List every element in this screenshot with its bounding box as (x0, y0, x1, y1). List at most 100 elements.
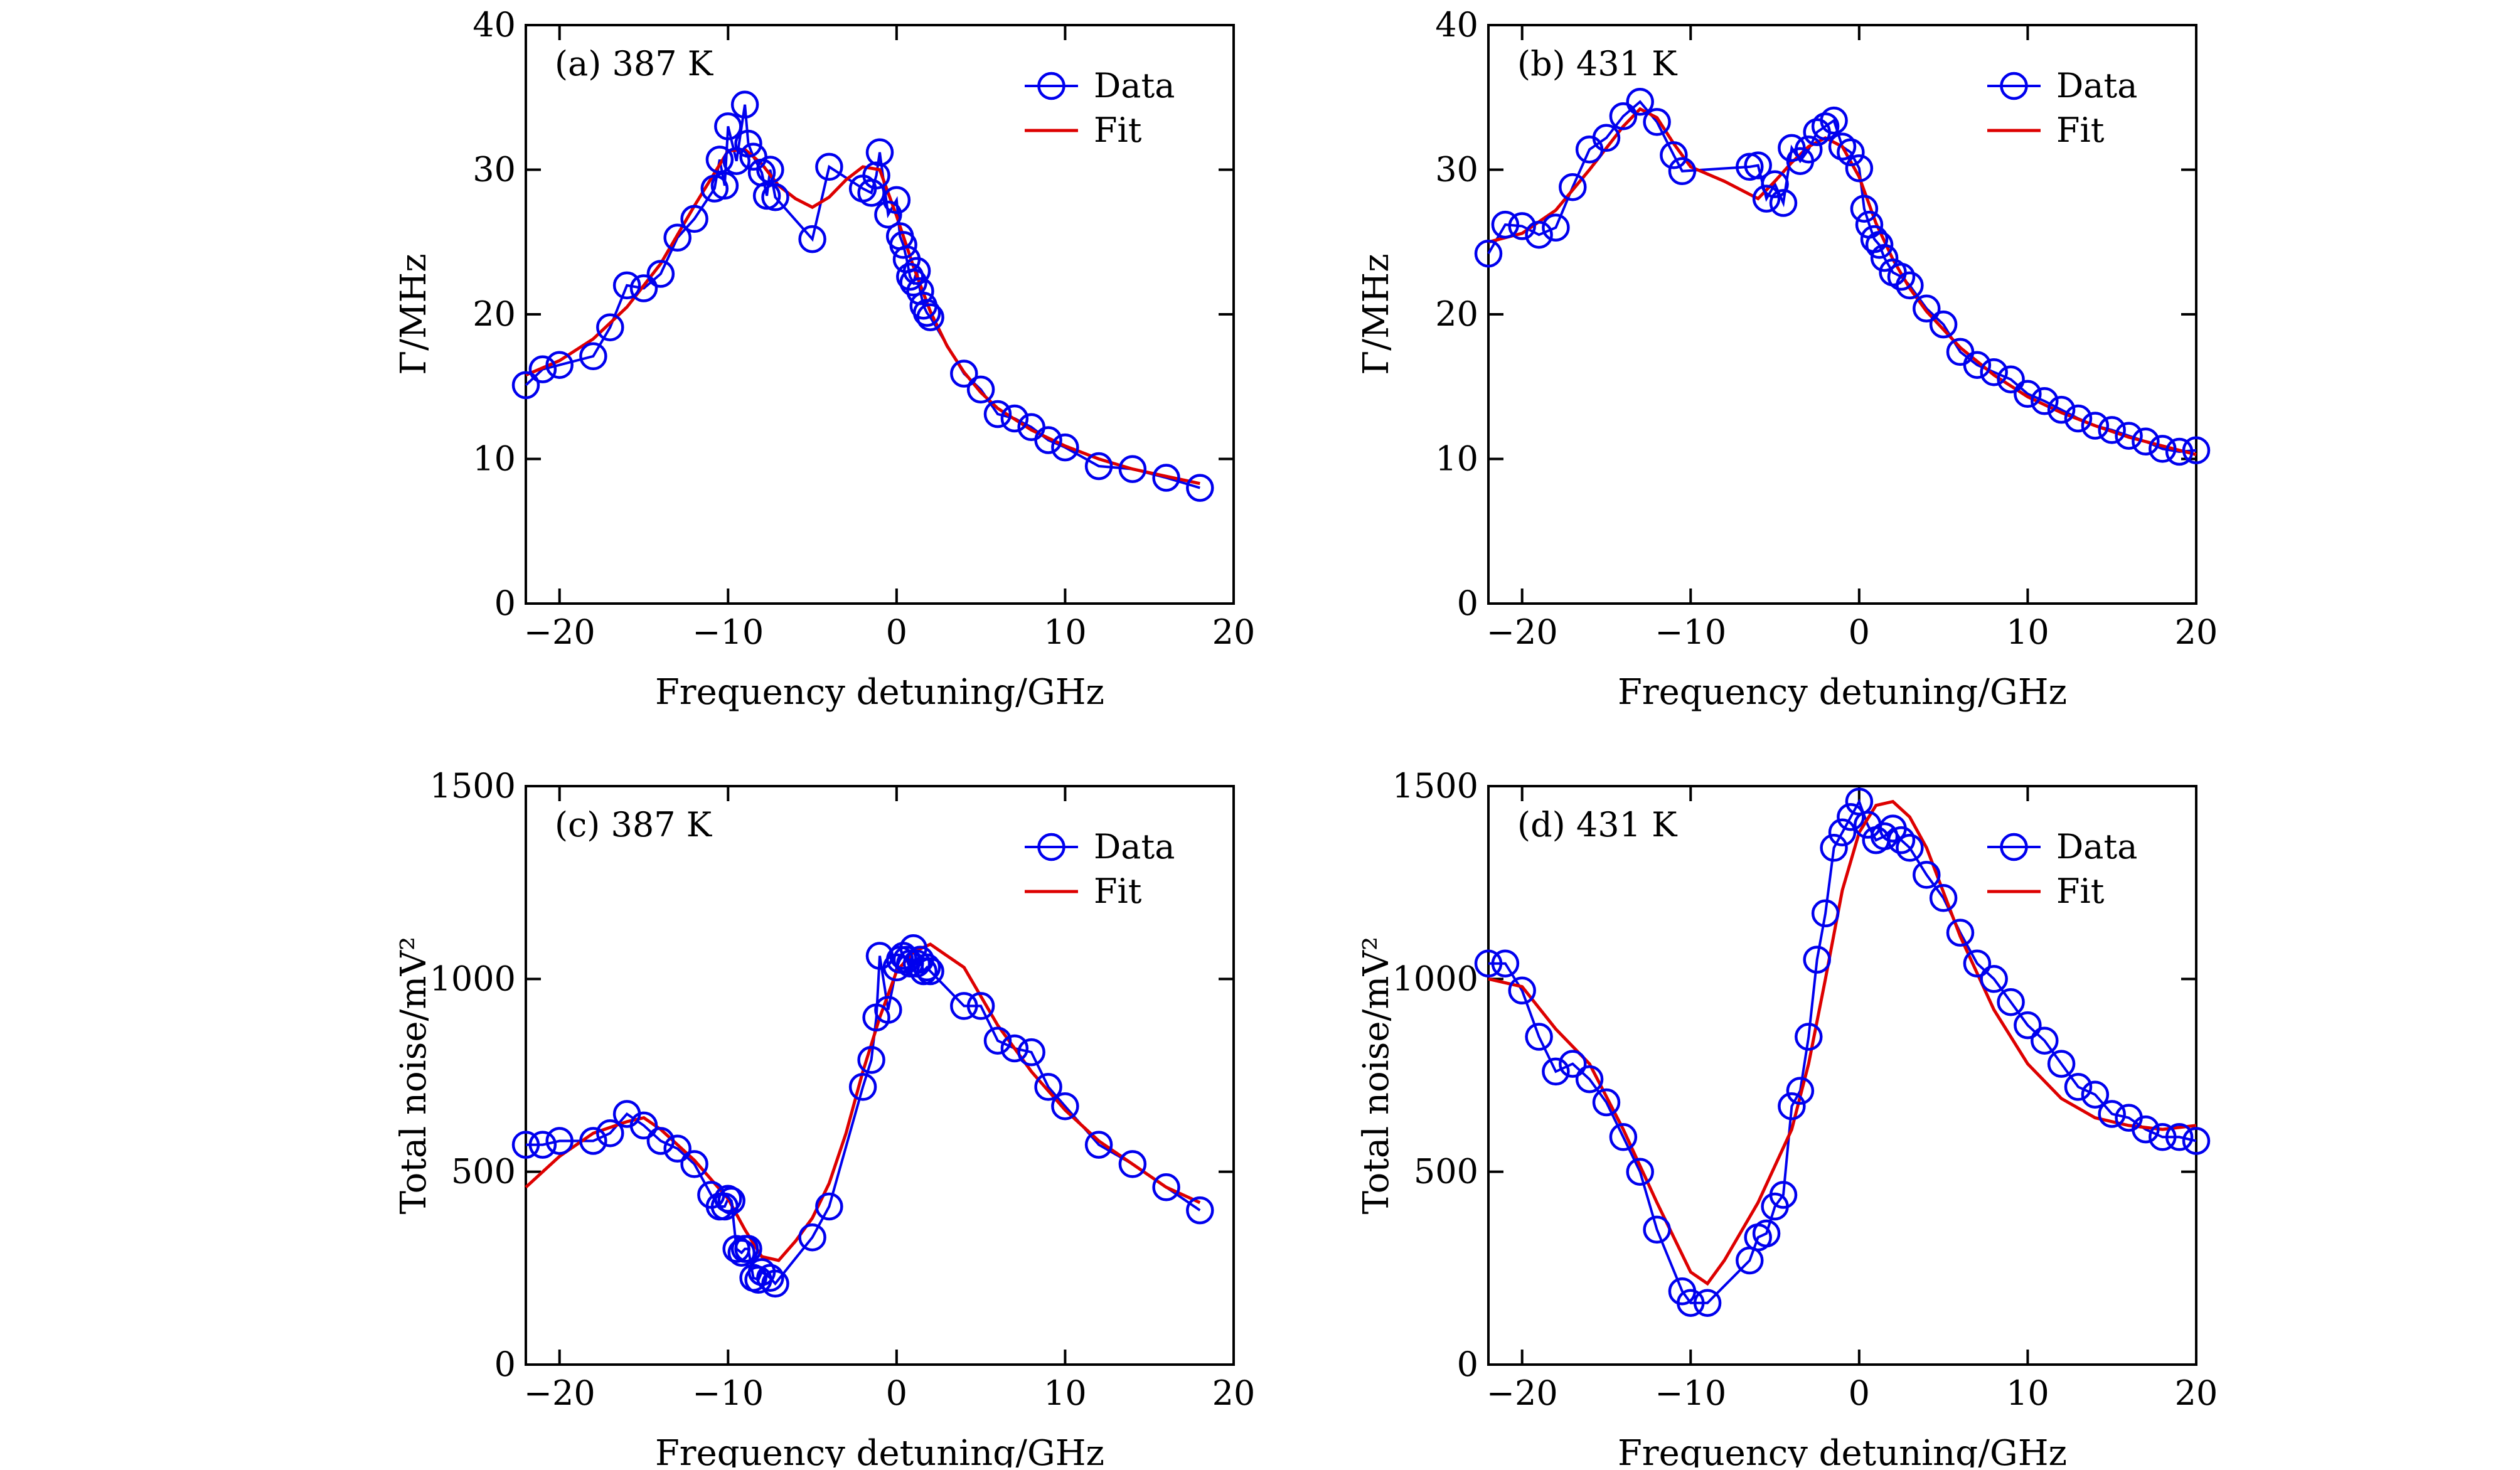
panel-d-legend-fit-label: Fit (2056, 871, 2105, 911)
panel-b-data-point (1929, 310, 1958, 339)
panel-a-data-point (966, 375, 995, 404)
panel-b-data-point (1896, 271, 1924, 300)
panel-b-data-point (1525, 220, 1553, 249)
panel-c-data-point (545, 1127, 574, 1155)
panel-d-ylabel: Total noise/mV² (1356, 937, 1397, 1215)
panel-a-data-point (1186, 474, 1214, 502)
panel-b-data-point (1865, 231, 1894, 259)
panel-d-data-point (1677, 1289, 1705, 1317)
panel-d-data-point (2031, 1026, 2059, 1055)
panel-b-xtick-label: −10 (1655, 612, 1726, 652)
panel-a-data-point (896, 262, 924, 291)
panel-b-data-point (1668, 157, 1697, 186)
panel-d-xtick-label: 20 (2175, 1373, 2218, 1413)
panel-b-data-point (2182, 436, 2211, 464)
panel-a-ylabel: Γ/MHz (393, 253, 434, 375)
panel-c-legend-data-marker (1037, 833, 1065, 861)
panel-b-xtick-label: −20 (1487, 612, 1558, 652)
panel-d-xlabel: Frequency detuning/GHz (1618, 1433, 2067, 1467)
panel-d-data-point (1946, 919, 1975, 947)
panel-c-xlabel: Frequency detuning/GHz (655, 1433, 1104, 1467)
panel-a-data-point (1051, 433, 1079, 462)
panel-b-data-point (1752, 184, 1781, 213)
panel-d-data-point (2014, 1011, 2042, 1040)
panel-d-data-point (1929, 884, 1958, 912)
panel-b-data-point (2014, 380, 2042, 408)
panel-a-legend-data-label: Data (1094, 66, 1175, 105)
panel-d-axes-frame (1487, 785, 2197, 1366)
panel-a-data-point (902, 257, 931, 285)
panel-d-data-point (1887, 826, 1916, 855)
panel-c-data-point (663, 1134, 691, 1163)
panel-b-data-point (1761, 170, 1789, 198)
panel-c-data-point (727, 1238, 756, 1267)
panel-c-data-point (761, 1269, 789, 1298)
panel-b-data-point (1837, 138, 1865, 167)
panel-a-data-point (899, 269, 927, 297)
panel-a-data-point (1118, 455, 1147, 483)
panel-a-data-point (756, 156, 784, 184)
panel-d-data-point (1693, 1289, 1722, 1317)
panel-a-data-line (525, 104, 1200, 489)
panel-c-data-point (848, 1073, 877, 1101)
panel-c-data-point (528, 1131, 557, 1159)
panel-d-data-point (1980, 965, 2008, 993)
panel-a-data-point (889, 231, 917, 259)
panel-d-data-point (2064, 1073, 2093, 1101)
panel-d-data-point (1643, 1215, 1671, 1244)
panel-b-data-point (2132, 427, 2160, 456)
panel-b-data-point (1887, 262, 1916, 291)
panel-d-data-point (1913, 861, 1941, 889)
panel-b-data-point (1508, 212, 1536, 240)
panel-d-data-point (2098, 1100, 2126, 1128)
panel-d-data-point (1963, 949, 1992, 977)
panel-b-data-point (1795, 135, 1823, 164)
panel-c-data-point (916, 957, 944, 986)
panel-b-data-point (1980, 358, 2008, 386)
panel-c-data-point (874, 996, 902, 1024)
panel-d-label: (d) 431 K (1517, 805, 1678, 844)
panel-b-data-point (1744, 151, 1772, 179)
panel-c-ytick-label: 0 (494, 1345, 516, 1384)
panel-c-xtick-label: 10 (1044, 1373, 1087, 1413)
panel-a-xtick-label: 0 (886, 612, 907, 652)
panel-d-data-point (1778, 1092, 1806, 1121)
panel-a-ytick-label: 20 (472, 294, 516, 334)
panel-d-data-point (1575, 1065, 1604, 1094)
panel-c-data-line (526, 947, 1201, 1286)
panel-c-data-point (1186, 1196, 1214, 1225)
panel-c-data-point (1017, 1038, 1045, 1067)
panel-b-data-point (1811, 112, 1840, 141)
panel-d-data-point (1896, 834, 1924, 862)
panel-a-data-point (761, 183, 789, 211)
panel-a-data-point (579, 342, 607, 371)
panel-d-data-point (1626, 1158, 1654, 1186)
panel-d-data-point (1803, 945, 1831, 974)
panel-c-data-point (680, 1150, 708, 1178)
panel-c-legend-data-label: Data (1094, 827, 1175, 866)
panel-a-data-point (714, 112, 742, 141)
panel-a-data-point (646, 260, 675, 288)
panel-b-data-point (1609, 102, 1638, 130)
panel-a-data-point (916, 303, 944, 331)
panel-d-data-point (1820, 834, 1848, 862)
panel-b-ylabel: Γ/MHz (1356, 253, 1397, 375)
panel-c-data-point (629, 1111, 658, 1140)
panel-b-data-point (2081, 412, 2110, 440)
panel-a-data-point (862, 161, 890, 189)
panel-c-data-point (1152, 1173, 1180, 1201)
panel-a-xtick-label: 20 (1212, 612, 1256, 652)
panel-c-data-point (722, 1235, 750, 1263)
panel-a-data-point (705, 146, 734, 174)
panel-c-ytick-label: 1500 (430, 766, 516, 806)
panel-c-data-point (1084, 1131, 1113, 1159)
panel-a-data-point (815, 152, 843, 181)
panel-b-data-point (1474, 239, 1503, 268)
panel-d-legend-data-label: Data (2056, 827, 2137, 866)
panel-c-data-point (966, 992, 995, 1020)
panel-b: (b) 431 K Frequency detuning/GHz Γ/MHz D… (1356, 5, 2218, 713)
panel-a-data-point (1152, 464, 1180, 492)
panel-d-xtick-label: −10 (1655, 1373, 1726, 1413)
panel-d-data-point (1508, 976, 1536, 1005)
